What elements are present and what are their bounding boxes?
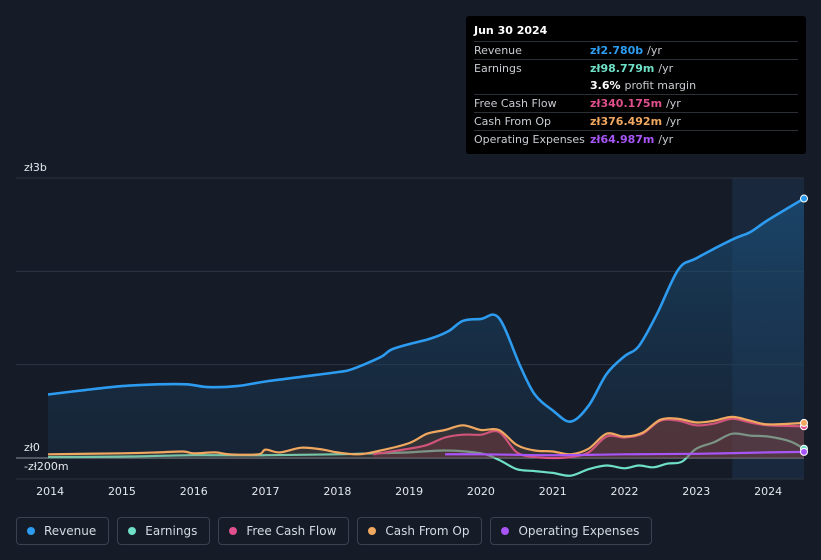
tooltip-row: Free Cash Flow zł340.175m/yr bbox=[474, 94, 798, 112]
series-line-revenue bbox=[47, 197, 805, 423]
legend-label: Revenue bbox=[44, 524, 97, 538]
tooltip-row-value: zł64.987m bbox=[590, 133, 655, 146]
legend-dot-icon bbox=[229, 527, 238, 535]
tooltip-rows: Revenue zł2.780b/yr Earnings zł98.779m/yr 3.… bbox=[474, 41, 798, 148]
x-tick-label: 2014 bbox=[36, 485, 64, 498]
tooltip-row-key: Cash From Op bbox=[474, 115, 552, 128]
tooltip-row-key: Operating Expenses bbox=[474, 133, 585, 146]
series-line-earnings bbox=[47, 432, 805, 477]
x-tick-label: 2018 bbox=[323, 485, 351, 498]
series-area-free-cash-flow bbox=[373, 418, 804, 458]
tooltip-row-value: zł2.780b bbox=[590, 44, 644, 57]
series-line-free-cash-flow bbox=[373, 417, 805, 460]
legend-item-free-cash-flow[interactable]: Free Cash Flow bbox=[218, 517, 350, 545]
legend-label: Operating Expenses bbox=[518, 524, 640, 538]
chart: 2014 2015 2016 2017 2018 2019 2020 2021 2022 2023… bbox=[16, 161, 808, 498]
tooltip-row-key: Free Cash Flow bbox=[474, 97, 557, 110]
series-line-cash-from-op bbox=[47, 415, 805, 456]
legend-label: Earnings bbox=[145, 524, 198, 538]
series-area-revenue bbox=[48, 198, 804, 458]
series-layer bbox=[47, 194, 808, 477]
legend-label: Free Cash Flow bbox=[246, 524, 337, 538]
series-end-marker-operating-expenses bbox=[800, 447, 808, 456]
x-axis: 2014 2015 2016 2017 2018 2019 2020 2021 2022 2023… bbox=[36, 485, 782, 498]
tooltip-row-value: zł340.175m bbox=[590, 97, 663, 110]
tooltip-row-value: zł376.492m bbox=[590, 115, 663, 128]
tooltip: Jun 30 2024 Revenue zł2.780b/yr Earnings zł… bbox=[466, 16, 806, 154]
tooltip-row-key: Earnings bbox=[474, 62, 522, 75]
tooltip-row: Cash From Op zł376.492m/yr bbox=[474, 112, 798, 130]
series-line-operating-expenses bbox=[444, 450, 805, 457]
series-area-cash-from-op bbox=[48, 416, 804, 458]
x-tick-label: 2016 bbox=[180, 485, 208, 498]
tooltip-row: Earnings zł98.779m/yr bbox=[474, 59, 798, 77]
tooltip-row-key: Revenue bbox=[474, 44, 522, 57]
legend-dot-icon bbox=[27, 527, 35, 535]
series-end-marker-revenue bbox=[800, 194, 808, 203]
tooltip-row-value: zł98.779m bbox=[590, 62, 655, 75]
tooltip-row-unit: /yr bbox=[658, 133, 674, 146]
tooltip-date: Jun 30 2024 bbox=[474, 24, 548, 37]
legend-dot-icon bbox=[128, 527, 137, 535]
legend-label: Cash From Op bbox=[385, 524, 470, 538]
y-label-bottom: -zł200m bbox=[24, 460, 69, 473]
legend-item-revenue[interactable]: Revenue bbox=[16, 517, 110, 545]
x-tick-label: 2020 bbox=[467, 485, 495, 498]
x-tick-label: 2024 bbox=[754, 485, 782, 498]
legend-dot-icon bbox=[501, 527, 510, 535]
tooltip-row-value: 3.6% bbox=[590, 79, 621, 92]
y-label-zero: zł0 bbox=[24, 441, 40, 454]
x-tick-label: 2021 bbox=[539, 485, 567, 498]
tooltip-row-unit: /yr bbox=[658, 62, 674, 75]
legend-item-operating-expenses[interactable]: Operating Expenses bbox=[490, 517, 653, 545]
legend: Revenue Earnings Free Cash Flow Cash From O… bbox=[16, 517, 660, 545]
x-tick-label: 2017 bbox=[252, 485, 280, 498]
y-label-top: zł3b bbox=[24, 161, 47, 174]
series-end-marker-cash-from-op bbox=[800, 418, 808, 427]
x-tick-label: 2022 bbox=[611, 485, 639, 498]
tooltip-row: Operating Expenses zł64.987m/yr bbox=[474, 130, 798, 148]
x-tick-label: 2023 bbox=[682, 485, 710, 498]
tooltip-row-unit: /yr bbox=[666, 115, 681, 128]
tooltip-row: Revenue zł2.780b/yr bbox=[474, 41, 798, 59]
tooltip-row-key bbox=[474, 77, 590, 94]
legend-item-earnings[interactable]: Earnings bbox=[117, 517, 211, 545]
legend-item-cash-from-op[interactable]: Cash From Op bbox=[357, 517, 483, 545]
x-tick-label: 2019 bbox=[395, 485, 423, 498]
tooltip-row-unit: /yr bbox=[647, 44, 662, 57]
tooltip-row-unit: /yr bbox=[666, 97, 681, 110]
tooltip-row-unit: profit margin bbox=[624, 79, 697, 92]
tooltip-row: 3.6% profit margin bbox=[474, 77, 798, 94]
legend-dot-icon bbox=[368, 527, 377, 535]
x-tick-label: 2015 bbox=[108, 485, 136, 498]
